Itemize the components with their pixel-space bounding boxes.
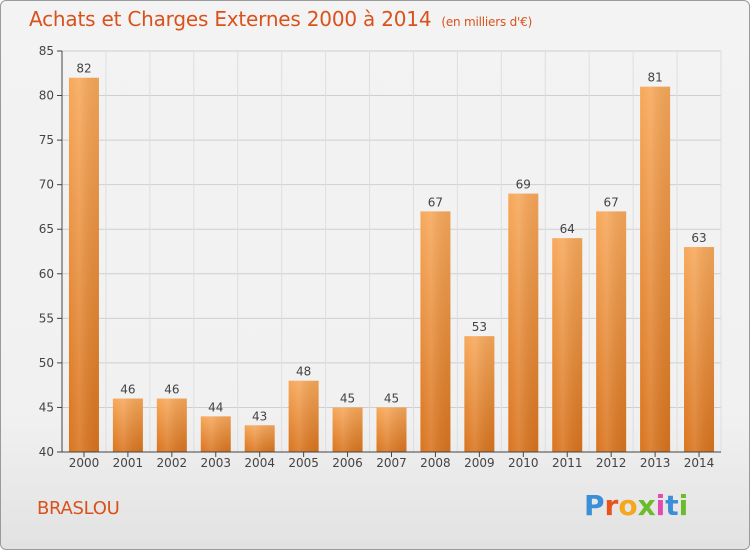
y-tick-label: 65 [39, 222, 54, 236]
logo-letter: i [655, 489, 666, 522]
bar-shine-2012 [596, 211, 627, 452]
x-tick-label: 2008 [420, 456, 451, 470]
data-label: 46 [120, 383, 135, 397]
y-tick-label: 85 [39, 44, 54, 58]
logo-letter: i [678, 489, 689, 522]
y-tick-label: 45 [39, 400, 54, 414]
x-tick-label: 2013 [640, 456, 671, 470]
bar-shine-2005 [288, 380, 319, 452]
chart-title: Achats et Charges Externes 2000 à 2014 (e… [29, 7, 532, 31]
logo-letter: P [584, 489, 605, 522]
axes: 40 45 50 55 60 65 70 75 80 85 2000 2001 2002 2003 2004… [39, 44, 721, 470]
data-labels: 82 46 46 44 43 48 45 45 67 53 69 64 67 81 63 [76, 62, 706, 424]
data-label: 45 [384, 391, 399, 405]
bar-shine-2007 [376, 407, 407, 452]
x-tick-label: 2000 [69, 456, 100, 470]
x-tick-label: 2004 [244, 456, 275, 470]
data-label: 53 [472, 320, 487, 334]
y-tick-label: 75 [39, 133, 54, 147]
bar-shine-2001 [112, 398, 143, 452]
y-tick-label: 60 [39, 267, 54, 281]
bar-shine-2002 [156, 398, 187, 452]
y-tick-label: 40 [39, 445, 54, 459]
chart-subtitle: (en milliers d'€) [441, 15, 533, 29]
data-label: 44 [208, 400, 223, 414]
x-tick-label: 2001 [113, 456, 144, 470]
chart-title-text: Achats et Charges Externes 2000 à 2014 [29, 7, 432, 31]
y-tick-label: 80 [39, 89, 54, 103]
x-tick-label: 2005 [288, 456, 319, 470]
x-tick-label: 2010 [508, 456, 539, 470]
data-label: 63 [691, 231, 706, 245]
data-label: 46 [164, 383, 179, 397]
bar-shine-2013 [640, 86, 671, 453]
bars [68, 77, 715, 453]
data-label: 43 [252, 409, 267, 423]
y-tick-label: 70 [39, 178, 54, 192]
bar-shine-2010 [508, 193, 539, 453]
x-tick-label: 2011 [552, 456, 583, 470]
y-tick-label: 55 [39, 311, 54, 325]
bar-shine-2006 [332, 407, 363, 452]
logo-letter: x [637, 489, 656, 522]
data-label: 81 [647, 71, 662, 85]
bar-shine-2011 [552, 238, 583, 452]
bar-shine-2009 [464, 336, 495, 452]
logo-letter: o [618, 489, 638, 522]
x-tick-label: 2012 [596, 456, 627, 470]
logo-letter: r [604, 489, 619, 522]
data-label: 69 [516, 178, 531, 192]
bar-shine-2008 [420, 211, 451, 452]
data-label: 67 [428, 195, 443, 209]
bar-shine-2000 [68, 77, 99, 452]
bar-shine-2004 [244, 425, 275, 452]
x-tick-label: 2007 [376, 456, 407, 470]
data-label: 45 [340, 391, 355, 405]
data-label: 64 [560, 222, 575, 236]
bar-shine-2003 [200, 416, 231, 452]
x-tick-label: 2003 [200, 456, 231, 470]
commune-name: BRASLOU [37, 498, 120, 519]
x-tick-label: 2002 [157, 456, 188, 470]
x-tick-label: 2006 [332, 456, 363, 470]
logo-letter: t [665, 489, 679, 522]
proxiti-logo: Proxiti [584, 489, 688, 522]
bar-shine-2014 [684, 247, 715, 452]
data-label: 48 [296, 365, 311, 379]
data-label: 82 [76, 62, 91, 76]
y-tick-label: 50 [39, 356, 54, 370]
x-tick-label: 2014 [684, 456, 715, 470]
x-tick-label: 2009 [464, 456, 495, 470]
data-label: 67 [604, 195, 619, 209]
